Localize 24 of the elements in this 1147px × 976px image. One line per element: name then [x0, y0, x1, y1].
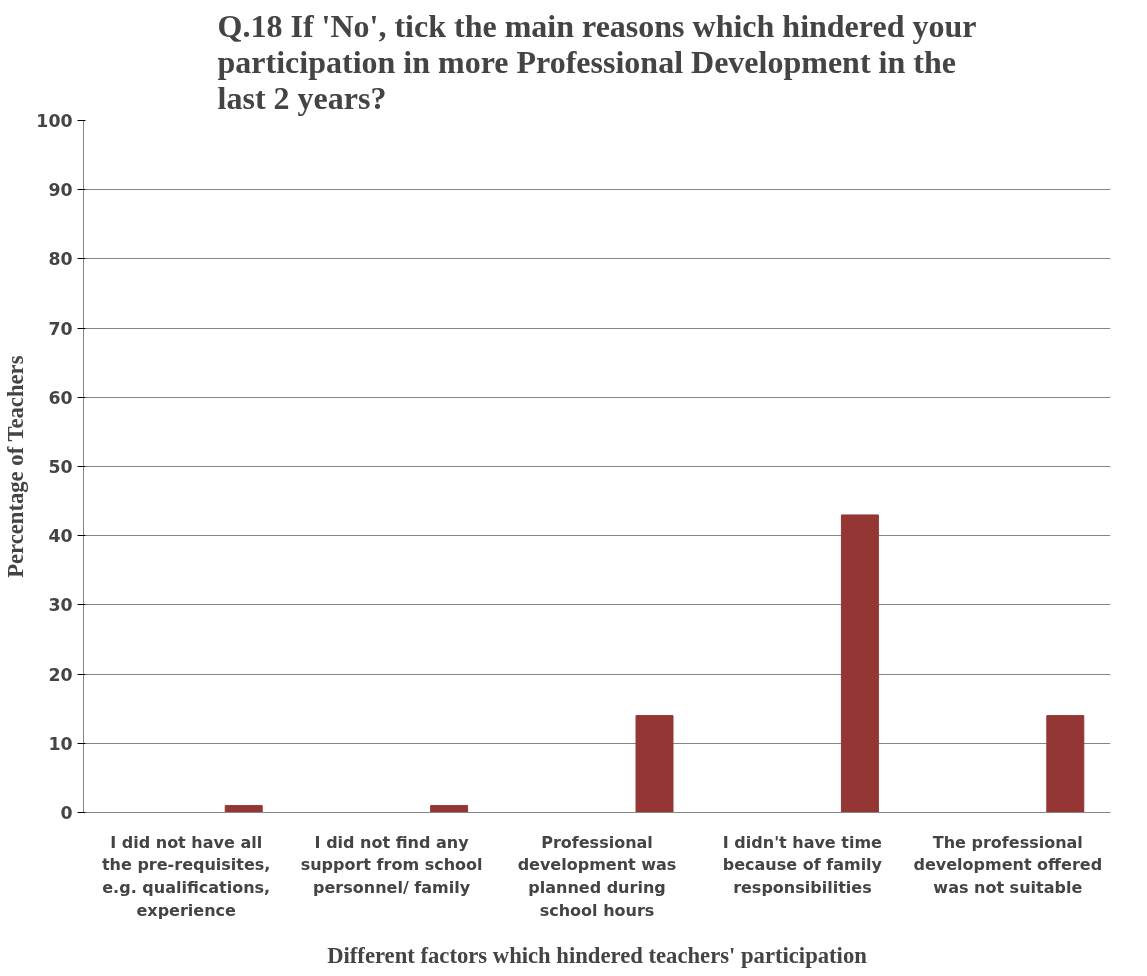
y-tick-label: 70	[48, 318, 73, 339]
bar	[635, 715, 674, 813]
y-tick-label: 90	[48, 180, 73, 201]
bar	[840, 514, 879, 813]
x-tick-label: The professional development offered was not suitable	[913, 832, 1103, 898]
x-tick-label: Professional development was planned during school hours	[517, 832, 677, 920]
y-tick-label: 50	[48, 457, 73, 477]
x-tick-label: I did not have all the pre-requisites, e.g. qualifications, experience	[101, 832, 271, 920]
bar	[224, 805, 263, 813]
chart-title: Q.18 If 'No', tick the main reasons which hindered your participation in more Professional Development in the last 2 years?	[217, 7, 977, 116]
bar	[430, 805, 469, 813]
y-tick-label: 10	[48, 733, 73, 754]
bar	[1046, 715, 1085, 813]
y-tick-label: 100	[36, 111, 73, 131]
y-tick-label: 20	[48, 664, 73, 685]
y-tick-label: 0	[60, 803, 73, 823]
x-tick-label: I did not find any support from school personnel/ family	[300, 832, 483, 898]
x-tick-label: I didn't have time because of family responsibilities	[722, 832, 883, 898]
y-axis-title: Percentage of Teachers	[3, 355, 29, 578]
y-tick-label: 80	[48, 249, 73, 270]
y-tick-label: 40	[48, 526, 73, 547]
y-tick-label: 30	[48, 595, 73, 616]
x-axis-title: Different factors which hindered teachers' participation	[327, 942, 868, 968]
y-tick-label: 60	[48, 387, 73, 408]
